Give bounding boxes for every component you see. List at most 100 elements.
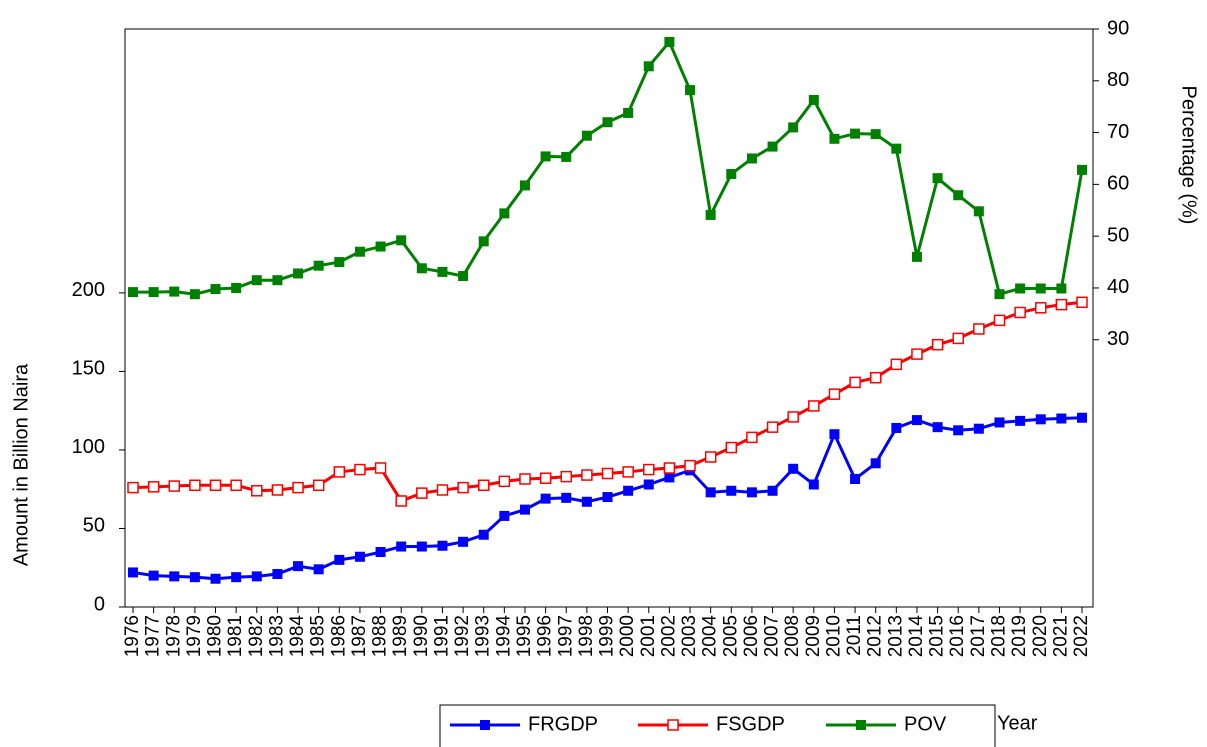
marker (395, 495, 407, 507)
marker (643, 479, 654, 490)
marker (684, 459, 696, 472)
marker (437, 266, 448, 277)
marker (292, 481, 304, 494)
marker (994, 289, 1005, 300)
y2-axis-label: Percentage (%) (1178, 86, 1200, 225)
marker (499, 208, 510, 219)
marker (767, 141, 778, 152)
x-tick-label: 1985 (308, 615, 329, 657)
x-tick-label: 1999 (597, 615, 618, 657)
marker (705, 487, 716, 498)
marker (1035, 283, 1046, 294)
legend-label: FRGDP (528, 713, 598, 735)
marker (911, 348, 923, 360)
marker (952, 332, 964, 345)
x-tick-label: 1977 (143, 615, 164, 657)
marker (209, 479, 222, 492)
marker (828, 388, 841, 400)
marker (726, 485, 737, 496)
x-tick-label: 1991 (431, 615, 452, 657)
x-tick-label: 2016 (947, 615, 968, 657)
marker (354, 246, 365, 257)
x-tick-label: 2001 (638, 615, 659, 657)
x-tick-label: 2022 (1071, 615, 1092, 657)
marker (189, 289, 200, 300)
y-tick-label: 100 (72, 436, 105, 458)
marker (251, 485, 263, 497)
x-tick-label: 1984 (287, 615, 308, 658)
x-tick-label: 2012 (865, 615, 886, 657)
marker (994, 417, 1005, 428)
marker (932, 173, 943, 184)
marker (313, 564, 324, 575)
marker (581, 130, 592, 141)
marker (478, 236, 489, 247)
marker (932, 422, 943, 433)
marker (1076, 296, 1088, 309)
x-tick-label: 2006 (741, 615, 762, 657)
marker (230, 479, 242, 492)
y-tick-label: 0 (94, 593, 105, 615)
marker (766, 421, 779, 433)
marker (271, 484, 284, 496)
x-tick-label: 1994 (493, 615, 514, 658)
marker (416, 541, 427, 552)
marker (767, 485, 778, 496)
x-tick-label: 1981 (225, 615, 246, 657)
marker (1014, 306, 1026, 319)
marker (602, 117, 613, 128)
marker (334, 554, 345, 565)
marker (272, 275, 283, 286)
marker (643, 61, 654, 72)
marker (1056, 283, 1067, 294)
y2-tick-label: 30 (1107, 328, 1129, 350)
marker (251, 571, 262, 582)
marker (663, 462, 676, 474)
marker (519, 180, 530, 191)
x-tick-label: 2007 (762, 615, 783, 657)
x-tick-label: 1988 (370, 615, 391, 657)
x-tick-label: 2008 (782, 615, 803, 657)
marker (911, 415, 922, 426)
x-tick-label: 2003 (679, 615, 700, 657)
marker (519, 504, 530, 515)
marker (643, 463, 655, 476)
marker (667, 719, 679, 731)
legend-label: FSGDP (716, 713, 785, 735)
x-tick-label: 1986 (328, 615, 349, 657)
marker (850, 473, 861, 484)
x-tick-label: 1990 (411, 615, 432, 657)
marker (849, 376, 861, 389)
marker (128, 287, 138, 298)
y2-tick-label: 90 (1107, 17, 1129, 39)
marker (210, 573, 221, 584)
marker (808, 94, 819, 105)
marker (293, 268, 304, 279)
marker (210, 283, 221, 294)
marker (664, 472, 675, 483)
marker (457, 481, 469, 494)
marker (725, 441, 738, 454)
y2-tick-label: 60 (1107, 173, 1129, 195)
x-tick-label: 1978 (163, 615, 184, 657)
x-tick-label: 1980 (205, 615, 226, 657)
y-tick-label: 50 (83, 515, 105, 537)
marker (664, 36, 675, 47)
x-axis-label: Year (997, 712, 1038, 734)
marker (1035, 414, 1046, 425)
marker (458, 536, 469, 547)
x-tick-label: 2005 (720, 615, 741, 657)
x-tick-label: 2019 (1009, 615, 1030, 657)
marker (581, 469, 593, 481)
marker (746, 487, 757, 498)
x-tick-label: 2013 (885, 615, 906, 657)
marker (1015, 283, 1026, 294)
series-line (133, 39, 1084, 297)
marker (726, 169, 737, 180)
marker (334, 257, 345, 268)
marker (623, 107, 634, 118)
marker (231, 572, 242, 583)
marker (890, 358, 903, 371)
marker (850, 128, 861, 139)
plot-frame (124, 28, 1094, 608)
